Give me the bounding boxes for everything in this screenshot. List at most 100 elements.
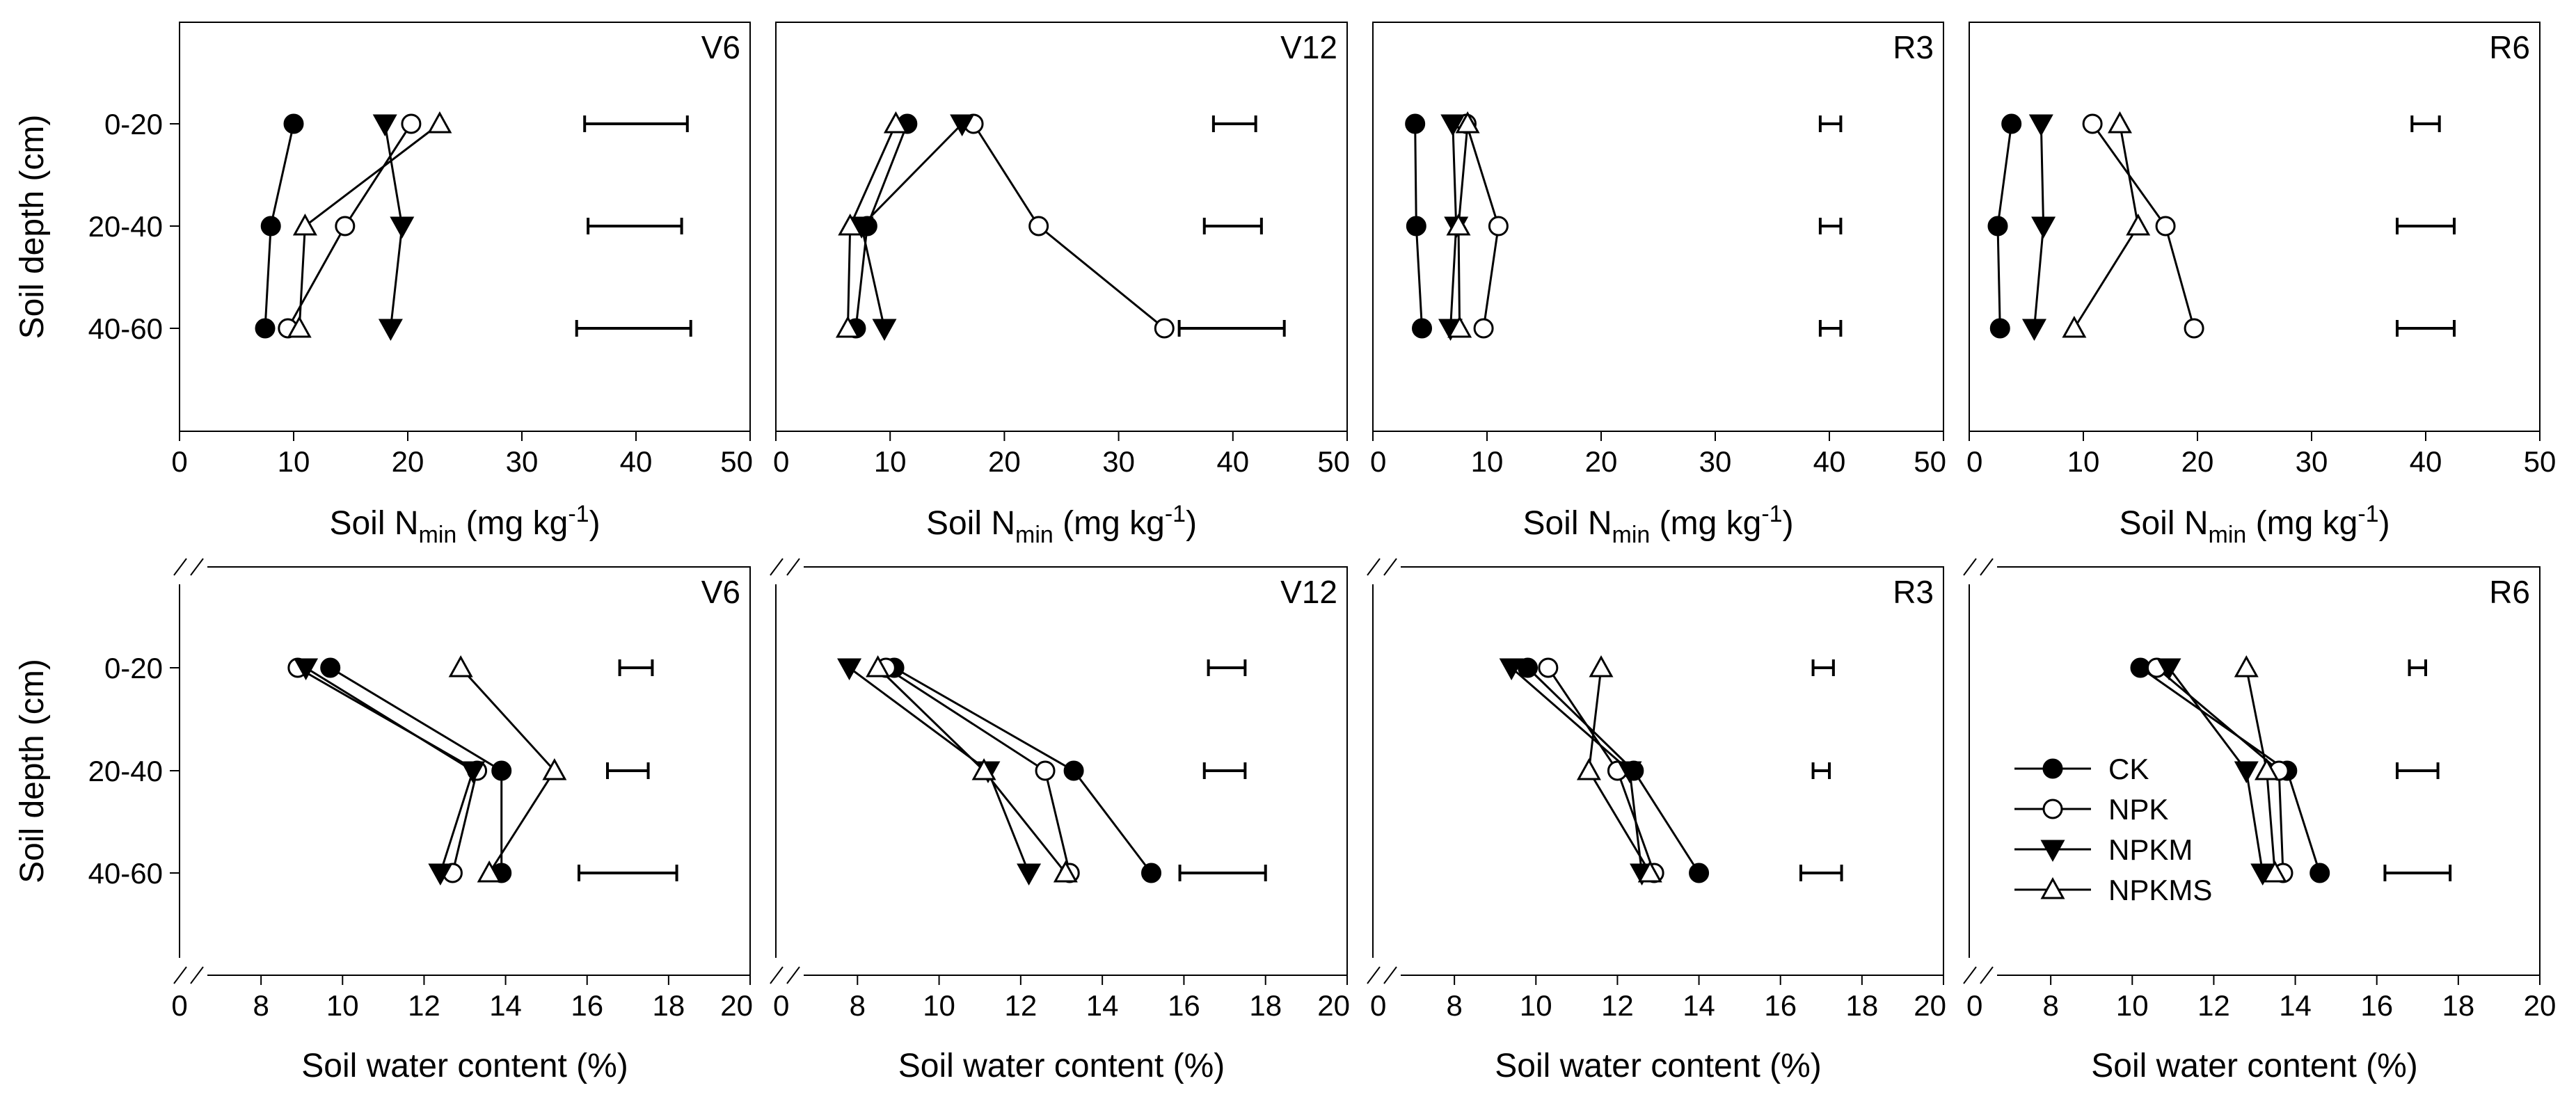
x-tick-label: 0 xyxy=(1966,445,1982,478)
point-npkms xyxy=(2126,213,2151,236)
point-ck xyxy=(260,216,281,237)
point-ck xyxy=(1518,657,1539,678)
point-npk xyxy=(1028,216,1049,237)
axis-break-mark xyxy=(1383,558,1397,576)
series-npk xyxy=(2082,113,2204,339)
point-npk xyxy=(1538,657,1559,678)
point-npkms xyxy=(971,758,996,780)
x-tick-label: 18 xyxy=(1845,989,1878,1022)
x-axis-title: Soil water content (%) xyxy=(1495,1048,1822,1084)
panel-label: R3 xyxy=(1893,29,1934,65)
axis-break-mark xyxy=(173,558,187,576)
panel-water-v6: V6 0 8 10 12 14 16 18 20 0-20 20-40 40-60 Soil water… xyxy=(14,550,753,1084)
series-line-npkm xyxy=(305,666,475,874)
point-npkms xyxy=(1637,860,1662,883)
point-npkms xyxy=(835,315,860,338)
x-axis-title: Soil Nmin (mg kg-1) xyxy=(2119,501,2390,548)
panel-label: V6 xyxy=(701,574,740,610)
panel-water-r3: R3 0 8 10 12 14 16 18 20 Soil water content (%) xyxy=(1367,550,1946,1084)
point-npkms xyxy=(1446,213,1471,236)
x-tick-label: 18 xyxy=(652,989,685,1022)
point-npkms xyxy=(287,315,312,338)
series-npk xyxy=(1538,657,1664,883)
x-tick-label: 20 xyxy=(1914,989,1946,1022)
x-tick-label: 0 xyxy=(171,989,187,1022)
axis-break-gap xyxy=(773,958,804,993)
error-bar xyxy=(618,659,654,676)
legend-item-npk: NPK xyxy=(2014,793,2168,826)
point-npkm xyxy=(1499,658,1524,681)
series-npkm xyxy=(849,114,975,342)
point-npkm xyxy=(837,658,862,681)
point-npkms xyxy=(2107,111,2132,134)
x-tick-label: 14 xyxy=(1086,989,1119,1022)
series-npk xyxy=(287,657,488,883)
series-ck xyxy=(1405,113,1433,339)
point-npkm xyxy=(294,658,319,681)
panel-label: R6 xyxy=(2489,574,2530,610)
point-npkm xyxy=(950,114,975,137)
x-tick-label: 30 xyxy=(1699,445,1732,478)
axis-break-gap xyxy=(773,550,804,584)
series-line-npkms xyxy=(2073,123,2140,329)
x-tick-label: 20 xyxy=(1317,989,1350,1022)
panel-nmin-r6: R6 0 10 20 30 40 50 Soil Nmin (mg kg-1) xyxy=(1966,22,2556,548)
error-bar xyxy=(1178,865,1267,881)
point-npkm xyxy=(461,761,486,784)
x-tick-label: 10 xyxy=(326,989,359,1022)
legend-item-ck: CK xyxy=(2014,753,2149,785)
panel-label: V6 xyxy=(701,29,740,65)
axis-break-mark xyxy=(173,966,187,984)
point-ck xyxy=(2309,863,2330,883)
series-npkm xyxy=(2021,114,2056,342)
series-ck xyxy=(255,113,304,339)
point-npkms xyxy=(2262,860,2287,883)
point-ck xyxy=(1412,318,1433,339)
series-npkms xyxy=(448,655,567,883)
error-bar xyxy=(1818,115,1843,132)
error-bar xyxy=(583,115,689,132)
axis-break-gap xyxy=(1370,550,1401,584)
error-bar xyxy=(1211,115,1257,132)
x-axis-title: Soil water content (%) xyxy=(898,1048,1225,1084)
axis-break-mark xyxy=(1367,558,1381,576)
point-npkm xyxy=(378,319,403,342)
x-tick-label: 40 xyxy=(2410,445,2442,478)
axis-break-gap xyxy=(1966,550,1997,584)
point-npkm xyxy=(1617,761,1642,784)
x-tick-label: 12 xyxy=(1004,989,1037,1022)
point-ck xyxy=(283,113,304,134)
x-tick-label: 20 xyxy=(988,445,1021,478)
x-tick-label: 14 xyxy=(2279,989,2312,1022)
error-bar xyxy=(2408,659,2427,676)
x-tick-label: 30 xyxy=(1102,445,1135,478)
point-npkm xyxy=(372,114,397,137)
x-tick-label: 0 xyxy=(1370,445,1386,478)
series-npkms xyxy=(866,655,1078,883)
point-npkms xyxy=(1447,315,1472,338)
point-npk xyxy=(2155,216,2176,237)
error-bar xyxy=(2396,762,2440,779)
point-npkms xyxy=(1589,655,1614,678)
point-npkms xyxy=(448,655,473,678)
panel-nmin-v6: V6 0 10 20 30 40 50 0-20 20-40 40-60 Soil Nmin (mg… xyxy=(14,22,753,548)
x-tick-label: 0 xyxy=(773,445,789,478)
x-tick-label: 12 xyxy=(408,989,440,1022)
point-npkms xyxy=(2255,758,2280,780)
point-npkms xyxy=(866,655,891,678)
series-npkms xyxy=(1576,655,1662,883)
error-bar xyxy=(1811,762,1831,779)
x-tick-label: 40 xyxy=(1216,445,1249,478)
axis-break-mark xyxy=(190,558,204,576)
point-ck xyxy=(1406,216,1426,237)
point-ck xyxy=(1689,863,1710,883)
error-bar xyxy=(1202,762,1247,779)
x-tick-label: 50 xyxy=(2524,445,2557,478)
panel-label: V12 xyxy=(1280,574,1337,610)
axis-break-mark xyxy=(786,966,800,984)
legend-label: NPK xyxy=(2108,793,2168,826)
y-tick-label: 0-20 xyxy=(104,108,163,141)
plot-frame xyxy=(1372,22,1944,432)
series-npk xyxy=(963,113,1175,339)
legend-marker-npkm xyxy=(2040,840,2065,863)
